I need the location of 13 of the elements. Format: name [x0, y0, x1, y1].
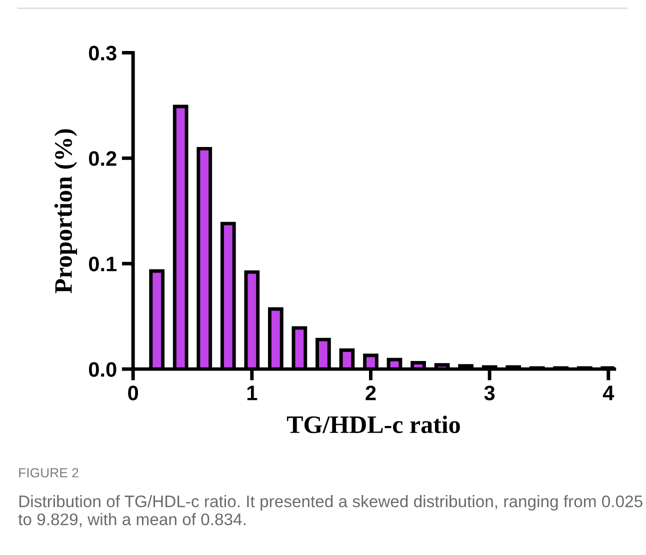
x-tick-label: 3: [484, 386, 495, 400]
x-tick-label: 4: [602, 386, 614, 400]
caption: FIGURE 2: [19, 468, 78, 478]
x-tick-label: 2: [366, 386, 376, 400]
y-tick-label: 0.2: [88, 151, 116, 166]
x-tick-label: 0: [128, 386, 138, 400]
y-tick-label: 0.3: [88, 46, 116, 61]
y-axis-title: Proportion (%): [54, 129, 78, 294]
text: Distribution of TG/HDL-c ratio. It presented a skewed distribution, ranging from 0.025 to 9.829, with a mean of 0.834.: [18, 495, 642, 528]
y-tick-label: 0.1: [88, 256, 117, 272]
x-tick-label: 1: [247, 386, 258, 400]
y-tick-label: 0.0: [88, 362, 116, 377]
x-axis-title: TG/HDL-c ratio: [286, 416, 460, 434]
